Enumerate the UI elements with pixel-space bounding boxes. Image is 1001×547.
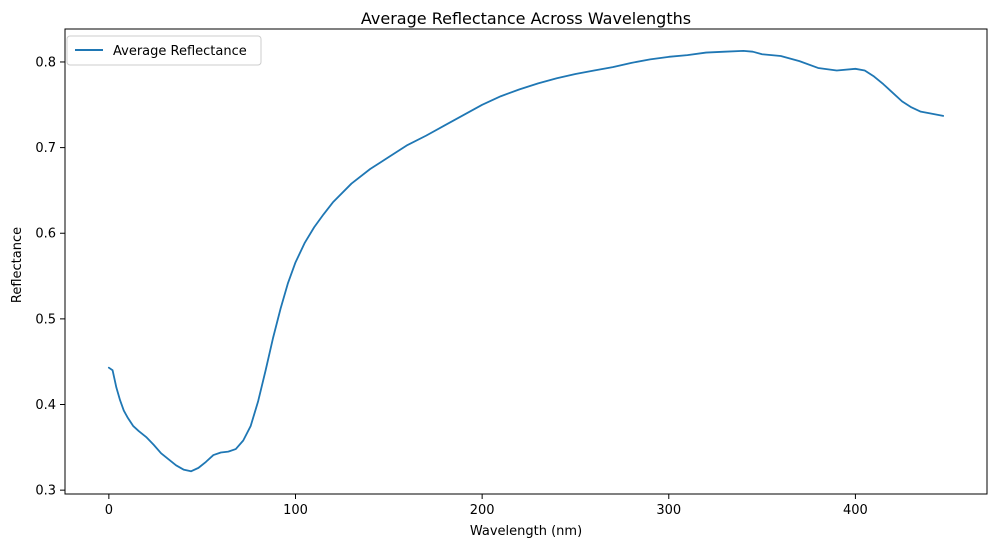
y-tick-label: 0.5 <box>35 312 56 327</box>
plot-frame <box>64 28 988 495</box>
legend: Average Reflectance <box>66 35 262 66</box>
legend-box <box>66 35 262 66</box>
x-tick-label: 300 <box>656 503 681 518</box>
y-tick-label: 0.3 <box>35 484 56 499</box>
legend-label: Average Reflectance <box>113 44 247 59</box>
x-axis-label: Wavelength (nm) <box>470 524 582 539</box>
y-tick-label: 0.4 <box>35 398 56 413</box>
y-tick-label: 0.8 <box>35 55 56 70</box>
x-tick-label: 100 <box>283 503 308 518</box>
x-axis: 0 100 200 300 400 <box>105 494 868 518</box>
y-tick-label: 0.7 <box>35 141 56 156</box>
y-axis-label: Reflectance <box>10 227 25 303</box>
chart-title: Average Reflectance Across Wavelengths <box>361 9 691 28</box>
y-tick-label: 0.6 <box>35 227 56 242</box>
x-tick-label: 200 <box>470 503 495 518</box>
x-tick-label: 400 <box>843 503 868 518</box>
plot-area: 0 100 200 300 400 0.3 0.4 0.5 0.6 0.7 0.8 <box>35 28 988 518</box>
y-axis: 0.3 0.4 0.5 0.6 0.7 0.8 <box>35 55 65 499</box>
x-tick-label: 0 <box>105 503 113 518</box>
series-line-average-reflectance <box>107 49 945 473</box>
